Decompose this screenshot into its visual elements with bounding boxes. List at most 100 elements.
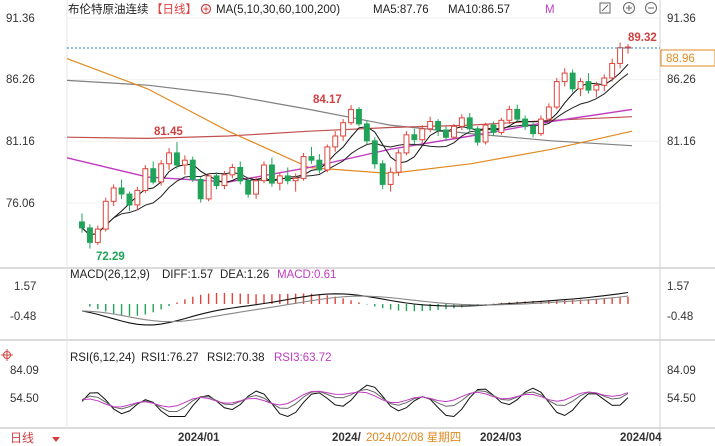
annotation-low: 72.29 xyxy=(96,251,125,263)
annotation-level-mid: 81.45 xyxy=(154,126,183,138)
zoom-out-icon[interactable] xyxy=(645,2,657,14)
candle-61 xyxy=(561,68,568,87)
date-label-1-prefix: 2024/ xyxy=(332,432,362,444)
rsi-params: RSI(6,12,24) xyxy=(70,352,135,364)
date-label-2: 2024/03 xyxy=(480,432,522,444)
rsi-tick-right-0: 84.09 xyxy=(667,365,696,377)
candle-37 xyxy=(371,137,378,169)
candle-64 xyxy=(585,73,592,94)
candle-42 xyxy=(411,128,418,145)
dropdown-icon[interactable] xyxy=(52,437,60,442)
rsi-2: RSI2:70.38 xyxy=(207,352,265,364)
candle-43 xyxy=(419,125,426,144)
candle-12 xyxy=(174,142,180,169)
candle-24 xyxy=(269,157,275,187)
macd-dea: DEA:1.26 xyxy=(220,269,269,281)
candle-18 xyxy=(221,171,228,190)
candle-66 xyxy=(601,74,608,92)
candle-30 xyxy=(316,154,323,174)
price-tick-right-0: 91.36 xyxy=(667,13,696,25)
macd-diff-line xyxy=(81,291,629,326)
candle-48 xyxy=(458,114,465,130)
period-badge[interactable]: 【日线】 xyxy=(151,2,197,16)
candle-29 xyxy=(308,146,315,164)
candle-2 xyxy=(94,225,101,245)
candle-69 xyxy=(625,44,631,54)
candle-34 xyxy=(348,104,355,126)
macd-panel xyxy=(81,291,629,326)
candle-39 xyxy=(387,167,394,192)
date-label-3: 2024/04 xyxy=(620,432,662,444)
candle-28 xyxy=(300,152,307,181)
price-tick-right-2: 81.16 xyxy=(667,136,696,148)
period-button-bg[interactable] xyxy=(0,429,66,446)
candle-5 xyxy=(118,179,125,199)
candle-53 xyxy=(498,117,505,135)
crosshair-icon[interactable] xyxy=(1,349,13,361)
macd-value: MACD:0.61 xyxy=(277,269,336,281)
ma-more: M xyxy=(545,4,555,16)
ma5-line xyxy=(81,63,629,236)
rsi-tick-right-1: 54.50 xyxy=(667,393,696,405)
candle-68 xyxy=(617,42,623,69)
candle-1 xyxy=(87,224,93,249)
price-tick-left-0: 91.36 xyxy=(6,13,35,25)
candle-0 xyxy=(79,213,85,233)
candle-11 xyxy=(166,148,173,170)
price-tick-right-1: 86.26 xyxy=(667,74,696,86)
candle-35 xyxy=(356,106,362,127)
rsi-tick-left-0: 84.09 xyxy=(10,365,39,377)
ma10-value: MA10:86.57 xyxy=(448,4,510,16)
macd-dea-line xyxy=(81,295,629,323)
candlestick-series xyxy=(79,42,631,249)
candle-31 xyxy=(324,144,331,173)
candle-4 xyxy=(110,184,117,207)
zoom-in-icon[interactable] xyxy=(623,2,635,14)
candle-8 xyxy=(142,165,149,193)
candle-50 xyxy=(474,126,481,146)
candle-38 xyxy=(379,160,386,190)
candle-44 xyxy=(427,116,434,133)
macd-tick-left-1: -0.48 xyxy=(10,311,36,323)
candle-22 xyxy=(253,177,260,199)
candle-19 xyxy=(229,163,236,179)
candle-16 xyxy=(205,173,212,202)
rsi-1: RSI1:76.27 xyxy=(141,352,199,364)
ma10-line xyxy=(81,73,629,236)
rsi-3: RSI3:63.72 xyxy=(274,352,332,364)
rsi1-line xyxy=(81,384,629,418)
candle-26 xyxy=(284,167,291,185)
annotation-high-2: 84.17 xyxy=(313,94,342,106)
macd-diff: DIFF:1.57 xyxy=(162,269,213,281)
candle-7 xyxy=(134,186,141,210)
macd-tick-right-0: 1.57 xyxy=(667,281,689,293)
candle-40 xyxy=(395,149,402,176)
period-button[interactable]: 日线 xyxy=(10,431,34,445)
candle-36 xyxy=(363,120,370,145)
settings-gear-icon[interactable] xyxy=(200,3,212,15)
ma-params: MA(5,10,30,60,100,200) xyxy=(216,4,340,16)
candle-33 xyxy=(340,119,347,141)
candle-20 xyxy=(237,161,244,185)
candle-23 xyxy=(261,161,267,184)
candle-55 xyxy=(514,104,521,122)
candle-17 xyxy=(213,172,220,190)
macd-params: MACD(26,12,9) xyxy=(70,269,150,281)
rsi3-line xyxy=(81,390,629,408)
candle-56 xyxy=(522,115,529,130)
candle-27 xyxy=(292,173,299,192)
instrument-title: 布伦特原油连续 xyxy=(68,2,149,16)
candle-58 xyxy=(538,115,544,137)
current-price-label: 88.96 xyxy=(666,53,695,65)
candle-60 xyxy=(553,77,560,110)
candle-6 xyxy=(126,191,133,211)
price-tick-left-1: 86.26 xyxy=(6,74,35,86)
fullscreen-icon[interactable] xyxy=(599,2,611,14)
candle-49 xyxy=(466,113,473,133)
candle-41 xyxy=(403,131,410,156)
candle-62 xyxy=(569,69,576,93)
candle-45 xyxy=(435,119,442,137)
candle-46 xyxy=(443,126,449,141)
candle-32 xyxy=(332,131,339,152)
candle-15 xyxy=(197,177,204,203)
